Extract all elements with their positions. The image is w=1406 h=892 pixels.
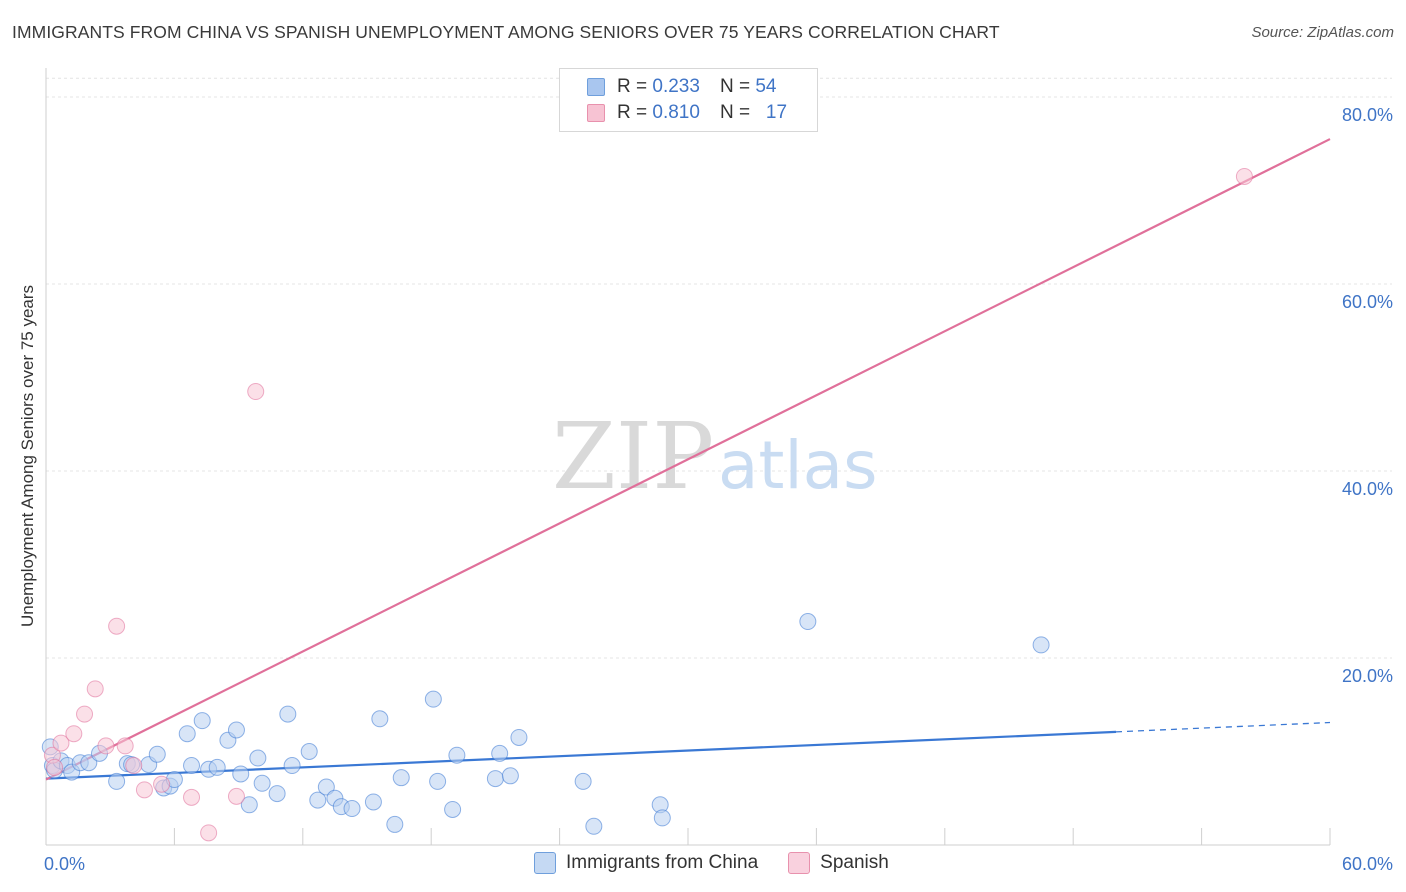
- chart-title: IMMIGRANTS FROM CHINA VS SPANISH UNEMPLO…: [12, 22, 1000, 42]
- data-point-china: [574, 772, 592, 790]
- series-swatch-spanish: [788, 852, 811, 874]
- correlation-legend: R = 0.233 N = 54 R = 0.810 N = 17: [559, 68, 818, 132]
- data-point-spanish: [116, 737, 134, 755]
- data-point-china: [364, 793, 382, 811]
- legend-r-label: R =: [617, 102, 648, 123]
- data-point-spanish: [46, 758, 64, 776]
- data-point-china: [371, 710, 389, 728]
- data-point-china: [501, 767, 519, 785]
- legend-swatch-spanish: [587, 104, 605, 122]
- data-point-spanish: [247, 383, 265, 401]
- data-point-china: [268, 785, 286, 803]
- data-point-china: [193, 712, 211, 730]
- data-point-china: [279, 705, 297, 723]
- watermark-zip: ZIP: [552, 403, 714, 510]
- data-point-spanish: [86, 680, 104, 698]
- data-point-china: [309, 791, 327, 809]
- data-point-china: [249, 749, 267, 767]
- data-point-china: [510, 728, 528, 746]
- trend-line: [45, 138, 1331, 781]
- data-point-china: [392, 769, 410, 787]
- series-label-china: Immigrants from China: [566, 852, 759, 873]
- data-point-china: [240, 796, 258, 814]
- data-point-china: [253, 774, 271, 792]
- source-credit: Source: ZipAtlas.com: [1251, 24, 1394, 41]
- x-tick-label: 0.0%: [44, 854, 85, 874]
- data-point-spanish: [1235, 167, 1253, 185]
- data-point-china: [208, 758, 226, 776]
- legend-r-value-spanish: 0.810: [652, 102, 700, 123]
- data-point-spanish: [183, 788, 201, 806]
- data-point-china: [424, 690, 442, 708]
- data-point-china: [585, 817, 603, 835]
- y-tick-label: 20.0%: [1342, 666, 1393, 686]
- data-point-china: [178, 725, 196, 743]
- y-tick-label: 60.0%: [1342, 292, 1393, 312]
- data-point-china: [386, 815, 404, 833]
- data-point-china: [108, 772, 126, 790]
- legend-r-value-china: 0.233: [652, 76, 700, 97]
- series-legend: Immigrants from China Spanish: [534, 852, 919, 874]
- data-point-spanish: [135, 781, 153, 799]
- data-point-china: [1032, 636, 1050, 654]
- data-point-spanish: [97, 737, 115, 755]
- watermark-atlas: atlas: [718, 427, 878, 504]
- legend-n-label: N =: [719, 76, 751, 97]
- trend-line-extension: [1115, 721, 1331, 733]
- data-point-spanish: [52, 734, 70, 752]
- data-point-china: [486, 770, 504, 788]
- data-point-china: [317, 778, 335, 796]
- series-label-spanish: Spanish: [820, 852, 889, 873]
- data-point-china: [491, 744, 509, 762]
- data-point-china: [227, 721, 245, 739]
- data-point-spanish: [153, 775, 171, 793]
- data-point-china: [283, 757, 301, 775]
- data-point-china: [653, 809, 671, 827]
- data-point-china: [232, 765, 250, 783]
- data-point-china: [148, 745, 166, 763]
- data-point-china: [448, 746, 466, 764]
- data-point-china: [80, 754, 98, 772]
- data-point-spanish: [76, 705, 94, 723]
- data-point-spanish: [108, 617, 126, 635]
- y-tick-label: 80.0%: [1342, 105, 1393, 125]
- legend-swatch-china: [587, 78, 605, 96]
- legend-n-label: N =: [719, 102, 751, 123]
- tick-labels: 20.0% 40.0% 60.0% 80.0% 0.0% 60.0%: [44, 105, 1393, 874]
- data-point-china: [300, 743, 318, 760]
- legend-n-value-spanish: 17: [765, 102, 788, 123]
- data-point-china: [343, 800, 361, 818]
- data-point-china: [444, 800, 462, 818]
- series-swatch-china: [534, 852, 556, 874]
- data-point-spanish: [65, 725, 83, 743]
- data-point-spanish: [125, 757, 143, 775]
- trend-lines: [45, 138, 1331, 781]
- data-point-china: [429, 772, 447, 790]
- data-point-spanish: [200, 824, 218, 842]
- axes: [45, 68, 1331, 846]
- data-point-spanish: [227, 787, 245, 805]
- grid-lines: [46, 77, 1392, 659]
- y-tick-label: 40.0%: [1342, 479, 1393, 499]
- series-legend-spanish: Spanish: [788, 852, 889, 874]
- data-point-china: [183, 757, 201, 775]
- legend-n-value-china: 54: [755, 76, 777, 97]
- data-point-china: [799, 613, 817, 631]
- legend-row-spanish: R = 0.810 N = 17: [587, 101, 787, 125]
- legend-row-china: R = 0.233 N = 54: [587, 75, 776, 99]
- series-legend-china: Immigrants from China: [534, 852, 758, 874]
- data-points: [41, 167, 1253, 842]
- legend-r-label: R =: [617, 76, 648, 97]
- x-tick-label: 60.0%: [1342, 854, 1393, 874]
